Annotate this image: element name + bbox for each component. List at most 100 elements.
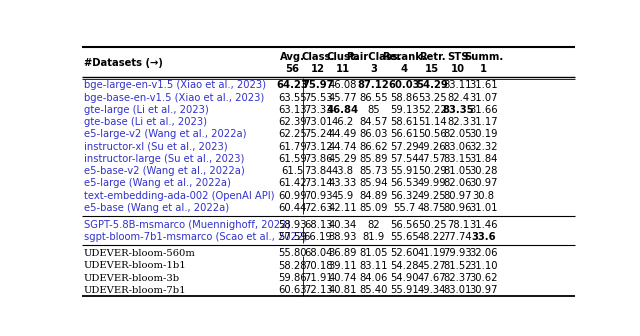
Text: 78.1: 78.1 xyxy=(447,220,469,229)
Text: 57.29: 57.29 xyxy=(390,142,419,152)
Text: 82.3: 82.3 xyxy=(447,117,469,127)
Text: 48.75: 48.75 xyxy=(418,203,447,213)
Text: 43.33: 43.33 xyxy=(329,178,357,188)
Text: 54.90: 54.90 xyxy=(390,273,419,283)
Text: 45.27: 45.27 xyxy=(418,261,447,271)
Text: Summ.
1: Summ. 1 xyxy=(464,52,504,74)
Text: 56.56: 56.56 xyxy=(390,220,419,229)
Text: 55.91: 55.91 xyxy=(390,166,419,176)
Text: 56.32: 56.32 xyxy=(390,191,419,201)
Text: 60.99: 60.99 xyxy=(278,191,307,201)
Text: 46.2: 46.2 xyxy=(332,117,354,127)
Text: 83.15: 83.15 xyxy=(444,154,472,164)
Text: 55.91: 55.91 xyxy=(390,285,419,295)
Text: UDEVER-bloom-3b: UDEVER-bloom-3b xyxy=(84,274,180,283)
Text: 45.29: 45.29 xyxy=(328,154,357,164)
Text: Retr.
15: Retr. 15 xyxy=(419,52,445,74)
Text: 31.61: 31.61 xyxy=(469,80,498,90)
Text: 41.19: 41.19 xyxy=(418,249,447,258)
Text: 40.74: 40.74 xyxy=(329,273,357,283)
Text: 46.84: 46.84 xyxy=(327,105,359,115)
Text: 38.93: 38.93 xyxy=(329,232,357,242)
Text: 32.06: 32.06 xyxy=(470,249,498,258)
Text: 39.11: 39.11 xyxy=(328,261,357,271)
Text: 85.73: 85.73 xyxy=(360,166,388,176)
Text: 44.74: 44.74 xyxy=(329,142,357,152)
Text: 31.01: 31.01 xyxy=(470,203,498,213)
Text: 75.97: 75.97 xyxy=(302,80,334,90)
Text: 84.57: 84.57 xyxy=(360,117,388,127)
Text: 40.34: 40.34 xyxy=(329,220,357,229)
Text: 77.74: 77.74 xyxy=(444,232,472,242)
Text: 79.93: 79.93 xyxy=(444,249,472,258)
Text: 81.05: 81.05 xyxy=(444,166,472,176)
Text: 57.59: 57.59 xyxy=(278,232,307,242)
Text: instructor-large (Su et al., 2023): instructor-large (Su et al., 2023) xyxy=(84,154,244,164)
Text: UDEVER-bloom-560m: UDEVER-bloom-560m xyxy=(84,249,196,258)
Text: 36.89: 36.89 xyxy=(328,249,357,258)
Text: 68.04: 68.04 xyxy=(304,249,332,258)
Text: 72.63: 72.63 xyxy=(304,203,332,213)
Text: 81.05: 81.05 xyxy=(360,249,388,258)
Text: 75.24: 75.24 xyxy=(304,129,332,139)
Text: 31.66: 31.66 xyxy=(469,105,498,115)
Text: e5-large-v2 (Wang et al., 2022a): e5-large-v2 (Wang et al., 2022a) xyxy=(84,129,246,139)
Text: 31.17: 31.17 xyxy=(469,117,498,127)
Text: 84.89: 84.89 xyxy=(360,191,388,201)
Text: 61.59: 61.59 xyxy=(278,154,307,164)
Text: e5-large (Wang et al., 2022a): e5-large (Wang et al., 2022a) xyxy=(84,178,231,188)
Text: 59.13: 59.13 xyxy=(390,105,419,115)
Text: 66.19: 66.19 xyxy=(304,232,332,242)
Text: 61.5: 61.5 xyxy=(281,166,303,176)
Text: bge-base-en-v1.5 (Xiao et al., 2023): bge-base-en-v1.5 (Xiao et al., 2023) xyxy=(84,92,264,102)
Text: 70.93: 70.93 xyxy=(304,191,332,201)
Text: 86.62: 86.62 xyxy=(359,142,388,152)
Text: 47.57: 47.57 xyxy=(418,154,447,164)
Text: 30.97: 30.97 xyxy=(470,178,498,188)
Text: sgpt-bloom-7b1-msmarco (Scao et al., 2022): sgpt-bloom-7b1-msmarco (Scao et al., 202… xyxy=(84,232,307,242)
Text: 72.13: 72.13 xyxy=(304,285,332,295)
Text: 87.12: 87.12 xyxy=(358,80,390,90)
Text: 85.89: 85.89 xyxy=(360,154,388,164)
Text: 62.25: 62.25 xyxy=(278,129,307,139)
Text: 81.9: 81.9 xyxy=(362,232,385,242)
Text: 53.25: 53.25 xyxy=(418,92,447,102)
Text: 58.86: 58.86 xyxy=(390,92,419,102)
Text: 30.19: 30.19 xyxy=(470,129,498,139)
Text: PairClass.
3: PairClass. 3 xyxy=(346,52,401,74)
Text: 80.97: 80.97 xyxy=(444,191,472,201)
Text: 71.91: 71.91 xyxy=(304,273,332,283)
Text: 43.8: 43.8 xyxy=(332,166,354,176)
Text: 70.18: 70.18 xyxy=(304,261,332,271)
Text: 50.25: 50.25 xyxy=(418,220,447,229)
Text: e5-base (Wang et al., 2022a): e5-base (Wang et al., 2022a) xyxy=(84,203,229,213)
Text: 48.22: 48.22 xyxy=(418,232,447,242)
Text: 58.28: 58.28 xyxy=(278,261,307,271)
Text: 56.61: 56.61 xyxy=(390,129,419,139)
Text: 73.14: 73.14 xyxy=(304,178,332,188)
Text: 47.67: 47.67 xyxy=(418,273,447,283)
Text: STS
10: STS 10 xyxy=(447,52,468,74)
Text: 73.12: 73.12 xyxy=(304,142,332,152)
Text: 81.52: 81.52 xyxy=(444,261,472,271)
Text: 30.97: 30.97 xyxy=(470,285,498,295)
Text: 33.6: 33.6 xyxy=(472,232,496,242)
Text: 30.28: 30.28 xyxy=(470,166,498,176)
Text: 63.13: 63.13 xyxy=(278,105,307,115)
Text: 54.28: 54.28 xyxy=(390,261,419,271)
Text: 83.06: 83.06 xyxy=(444,142,472,152)
Text: 30.62: 30.62 xyxy=(470,273,498,283)
Text: Avg.
56: Avg. 56 xyxy=(280,52,305,74)
Text: 50.29: 50.29 xyxy=(418,166,447,176)
Text: 30.8: 30.8 xyxy=(473,191,495,201)
Text: 44.49: 44.49 xyxy=(329,129,357,139)
Text: bge-large-en-v1.5 (Xiao et al., 2023): bge-large-en-v1.5 (Xiao et al., 2023) xyxy=(84,80,266,90)
Text: 83.11: 83.11 xyxy=(360,261,388,271)
Text: 61.42: 61.42 xyxy=(278,178,307,188)
Text: 32.32: 32.32 xyxy=(470,142,498,152)
Text: 58.93: 58.93 xyxy=(278,220,307,229)
Text: 52.60: 52.60 xyxy=(390,249,419,258)
Text: 40.81: 40.81 xyxy=(329,285,357,295)
Text: 49.26: 49.26 xyxy=(418,142,447,152)
Text: e5-base-v2 (Wang et al., 2022a): e5-base-v2 (Wang et al., 2022a) xyxy=(84,166,244,176)
